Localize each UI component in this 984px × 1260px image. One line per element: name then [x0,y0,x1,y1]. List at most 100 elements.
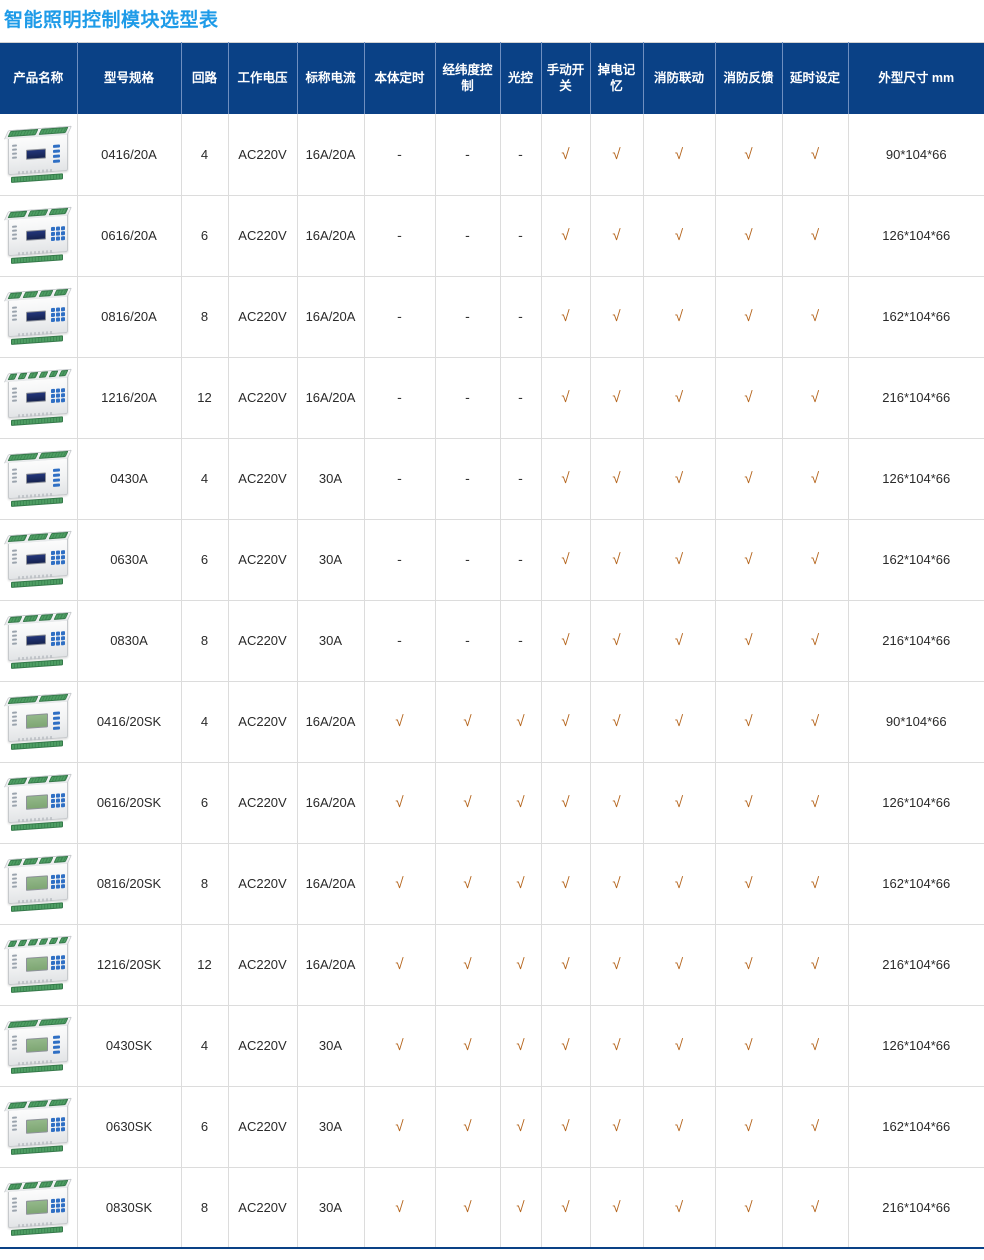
cell-geo: - [435,114,501,196]
product-selection-table: 产品名称 型号规格 回路 工作电压 标称电流 本体定时 经纬度控制 光控 手动开… [0,41,984,1250]
cell-voltage: AC220V [228,1167,298,1250]
cell-voltage: AC220V [228,276,298,358]
cell-memory: √ [590,1086,644,1168]
table-row[interactable]: 0416/20SK 4 AC220V 16A/20A √ √ √ √ √ √ √ √ 90*104*66 [0,681,984,763]
cell-fire_link: √ [643,114,716,196]
cell-manual: √ [541,438,591,520]
cell-delay: √ [782,519,849,601]
module-8ch-green-display-icon [4,1177,73,1238]
dash-mark-icon: - [397,308,402,325]
table-row[interactable]: 0430SK 4 AC220V 30A √ √ √ √ √ √ √ √ 126*104*66 [0,1005,984,1087]
cell-timer: √ [364,681,436,763]
check-mark-icon: √ [395,713,404,731]
check-mark-icon: √ [516,956,525,974]
cell-current: 16A/20A [297,762,365,844]
check-mark-icon: √ [674,227,684,245]
table-row[interactable]: 0616/20A 6 AC220V 16A/20A - - - √ √ √ √ √ 126*104*66 [0,195,984,277]
cell-current: 16A/20A [297,276,365,358]
table-row[interactable]: 0630A 6 AC220V 30A - - - √ √ √ √ √ 162*104*66 [0,519,984,601]
check-mark-icon: √ [561,146,570,164]
check-mark-icon: √ [810,713,820,731]
cell-geo: √ [435,1086,501,1168]
check-mark-icon: √ [744,227,753,245]
cell-fire_link: √ [643,195,716,277]
cell-delay: √ [782,1005,849,1087]
cell-product-image [0,438,78,520]
cell-light: √ [500,1167,542,1250]
cell-memory: √ [590,114,644,196]
cell-product-image [0,1167,78,1250]
cell-fire_link: √ [643,843,716,925]
check-mark-icon: √ [674,794,684,812]
cell-model: 0430SK [77,1005,182,1087]
column-header-dimensions: 外型尺寸 mm [848,42,984,115]
cell-loops: 6 [181,1086,229,1168]
cell-manual: √ [541,195,591,277]
check-mark-icon: √ [612,146,621,164]
cell-timer: - [364,114,436,196]
cell-delay: √ [782,1167,849,1250]
check-mark-icon: √ [744,146,753,164]
module-12ch-blue-display-icon [4,367,73,428]
cell-current: 16A/20A [297,681,365,763]
cell-size: 126*104*66 [848,1005,984,1087]
table-row[interactable]: 0416/20A 4 AC220V 16A/20A - - - √ √ √ √ √ 90*104*66 [0,114,984,196]
check-mark-icon: √ [674,146,684,164]
cell-current: 30A [297,1005,365,1087]
cell-size: 126*104*66 [848,762,984,844]
check-mark-icon: √ [561,470,570,488]
table-row[interactable]: 0630SK 6 AC220V 30A √ √ √ √ √ √ √ √ 162*104*66 [0,1086,984,1168]
check-mark-icon: √ [810,632,820,650]
cell-timer: √ [364,762,436,844]
cell-fire_link: √ [643,762,716,844]
cell-fire_fb: √ [715,843,783,925]
cell-fire_link: √ [643,681,716,763]
check-mark-icon: √ [561,308,570,326]
table-row[interactable]: 0830A 8 AC220V 30A - - - √ √ √ √ √ 216*104*66 [0,600,984,682]
cell-product-image [0,276,78,358]
cell-memory: √ [590,843,644,925]
cell-manual: √ [541,357,591,439]
check-mark-icon: √ [612,551,621,569]
module-6ch-blue-display-icon [4,529,73,590]
cell-fire_link: √ [643,600,716,682]
check-mark-icon: √ [561,713,570,731]
cell-current: 16A/20A [297,114,365,196]
check-mark-icon: √ [744,875,753,893]
table-header: 产品名称 型号规格 回路 工作电压 标称电流 本体定时 经纬度控制 光控 手动开… [0,42,984,115]
cell-memory: √ [590,1167,644,1250]
cell-timer: - [364,276,436,358]
check-mark-icon: √ [516,875,525,893]
cell-fire_link: √ [643,357,716,439]
table-row[interactable]: 1216/20SK 12 AC220V 16A/20A √ √ √ √ √ √ √ √ 216*104*… [0,924,984,1006]
table-row[interactable]: 1216/20A 12 AC220V 16A/20A - - - √ √ √ √ √ 216*104*6… [0,357,984,439]
cell-manual: √ [541,114,591,196]
check-mark-icon: √ [463,1037,472,1055]
table-row[interactable]: 0830SK 8 AC220V 30A √ √ √ √ √ √ √ √ 216*104*66 [0,1167,984,1250]
cell-geo: √ [435,924,501,1006]
cell-fire_link: √ [643,438,716,520]
cell-light: √ [500,681,542,763]
check-mark-icon: √ [674,308,684,326]
cell-geo: √ [435,1167,501,1250]
cell-current: 30A [297,600,365,682]
cell-model: 0830SK [77,1167,182,1250]
column-header-product-name: 产品名称 [0,42,78,115]
cell-loops: 12 [181,924,229,1006]
cell-manual: √ [541,843,591,925]
check-mark-icon: √ [612,389,621,407]
cell-fire_link: √ [643,1167,716,1250]
cell-delay: √ [782,843,849,925]
cell-size: 162*104*66 [848,843,984,925]
cell-voltage: AC220V [228,519,298,601]
table-row[interactable]: 0616/20SK 6 AC220V 16A/20A √ √ √ √ √ √ √ √ 126*104*6… [0,762,984,844]
table-row[interactable]: 0430A 4 AC220V 30A - - - √ √ √ √ √ 126*104*66 [0,438,984,520]
cell-model: 0816/20A [77,276,182,358]
cell-fire_fb: √ [715,357,783,439]
cell-delay: √ [782,762,849,844]
cell-timer: √ [364,843,436,925]
dash-mark-icon: - [518,389,523,406]
table-row[interactable]: 0816/20SK 8 AC220V 16A/20A √ √ √ √ √ √ √ √ 162*104*6… [0,843,984,925]
cell-voltage: AC220V [228,357,298,439]
table-row[interactable]: 0816/20A 8 AC220V 16A/20A - - - √ √ √ √ √ 162*104*66 [0,276,984,358]
